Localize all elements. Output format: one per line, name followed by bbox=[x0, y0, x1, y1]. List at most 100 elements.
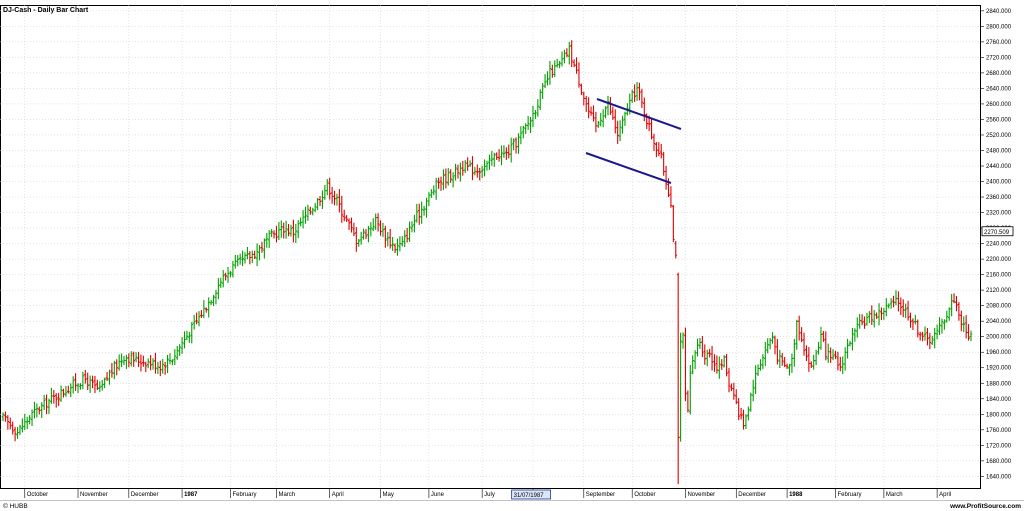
price-bar bbox=[93, 375, 97, 394]
price-bar bbox=[938, 317, 941, 336]
price-bar bbox=[756, 364, 760, 376]
price-bar bbox=[744, 414, 748, 430]
price-bar bbox=[872, 310, 876, 328]
price-bar bbox=[640, 88, 644, 108]
price-bar bbox=[47, 398, 51, 414]
price-bar bbox=[897, 291, 900, 312]
upper-trendline bbox=[596, 98, 682, 130]
price-bar bbox=[175, 345, 179, 360]
price-bar bbox=[30, 409, 34, 426]
y-tick-label: 2320.000 bbox=[986, 211, 1012, 217]
price-bar bbox=[761, 354, 765, 370]
price-bar bbox=[604, 106, 607, 119]
x-tick-label: October bbox=[27, 492, 48, 498]
price-bar bbox=[388, 228, 392, 249]
price-bar bbox=[437, 177, 440, 189]
price-bar bbox=[834, 350, 837, 359]
price-bar bbox=[248, 251, 252, 265]
price-bar bbox=[606, 95, 610, 116]
price-bar bbox=[444, 168, 448, 189]
price-bar bbox=[592, 105, 595, 122]
price-bar bbox=[229, 270, 232, 278]
x-axis: October November December 1987 February March… bbox=[24, 488, 951, 498]
price-bar bbox=[875, 312, 878, 319]
price-bar bbox=[899, 297, 903, 316]
price-bar bbox=[16, 427, 19, 439]
price-bar bbox=[894, 290, 898, 306]
price-bar bbox=[538, 89, 542, 111]
price-bar bbox=[40, 402, 44, 418]
price-bar bbox=[311, 207, 315, 216]
price-bar bbox=[304, 206, 307, 224]
price-bar bbox=[183, 331, 186, 349]
price-bar bbox=[674, 241, 678, 259]
price-bar bbox=[74, 373, 77, 391]
price-bar bbox=[901, 299, 905, 318]
price-bar bbox=[413, 214, 416, 233]
price-bar bbox=[468, 160, 472, 167]
price-bar bbox=[923, 326, 927, 341]
price-bar bbox=[618, 120, 622, 142]
x-tick-label: 1987 bbox=[184, 492, 198, 498]
price-bar bbox=[570, 40, 573, 68]
price-bar bbox=[52, 389, 56, 404]
price-bar bbox=[611, 106, 615, 120]
y-tick-label: 2400.000 bbox=[986, 180, 1012, 186]
price-bar bbox=[425, 197, 428, 218]
price-bar bbox=[6, 415, 10, 430]
price-bar bbox=[495, 152, 498, 161]
price-bar bbox=[720, 359, 724, 370]
y-tick-label: 1720.000 bbox=[986, 443, 1012, 449]
price-bar bbox=[710, 345, 714, 371]
price-bar bbox=[911, 318, 915, 330]
price-bar bbox=[154, 352, 157, 374]
price-bar bbox=[771, 332, 774, 344]
price-bar bbox=[863, 316, 866, 329]
price-bar bbox=[846, 338, 849, 359]
price-bar bbox=[698, 337, 702, 349]
price-bar bbox=[243, 252, 247, 264]
price-bar bbox=[580, 83, 583, 96]
price-bar bbox=[316, 197, 319, 211]
price-bar bbox=[386, 231, 390, 247]
price-bar bbox=[563, 49, 566, 64]
price-bar bbox=[125, 354, 128, 369]
price-bar bbox=[945, 310, 949, 323]
price-bar bbox=[555, 58, 559, 68]
price-bar bbox=[415, 203, 419, 223]
price-bar bbox=[204, 307, 208, 313]
price-bar bbox=[655, 142, 658, 158]
price-bar bbox=[855, 317, 859, 338]
price-bar bbox=[480, 165, 484, 179]
price-bar bbox=[737, 398, 740, 421]
price-bar bbox=[224, 272, 227, 281]
grid-lines bbox=[0, 5, 980, 488]
x-tick-label: April bbox=[332, 492, 344, 498]
price-bar bbox=[703, 344, 707, 365]
price-bar bbox=[313, 202, 317, 213]
price-bar bbox=[672, 205, 675, 243]
price-bar bbox=[374, 213, 377, 230]
price-bar bbox=[921, 331, 924, 342]
price-bar bbox=[456, 164, 460, 179]
price-bar bbox=[449, 169, 452, 183]
price-bar bbox=[185, 330, 189, 340]
price-bar bbox=[788, 363, 791, 376]
price-bar bbox=[546, 71, 549, 86]
price-bar bbox=[401, 236, 404, 247]
price-bar bbox=[473, 167, 477, 176]
price-bar bbox=[853, 328, 857, 342]
price-bar bbox=[272, 230, 276, 239]
price-bar bbox=[25, 416, 29, 430]
y-tick-label: 2640.000 bbox=[986, 86, 1012, 92]
price-bar bbox=[708, 348, 711, 358]
price-bar bbox=[485, 160, 489, 171]
price-bar bbox=[715, 355, 719, 374]
price-bar bbox=[408, 221, 411, 242]
price-bar bbox=[785, 363, 789, 370]
lower-trendline bbox=[585, 152, 672, 184]
price-bar bbox=[4, 411, 7, 422]
price-bar bbox=[955, 296, 958, 312]
price-bar bbox=[178, 344, 181, 356]
price-bar bbox=[599, 112, 603, 127]
